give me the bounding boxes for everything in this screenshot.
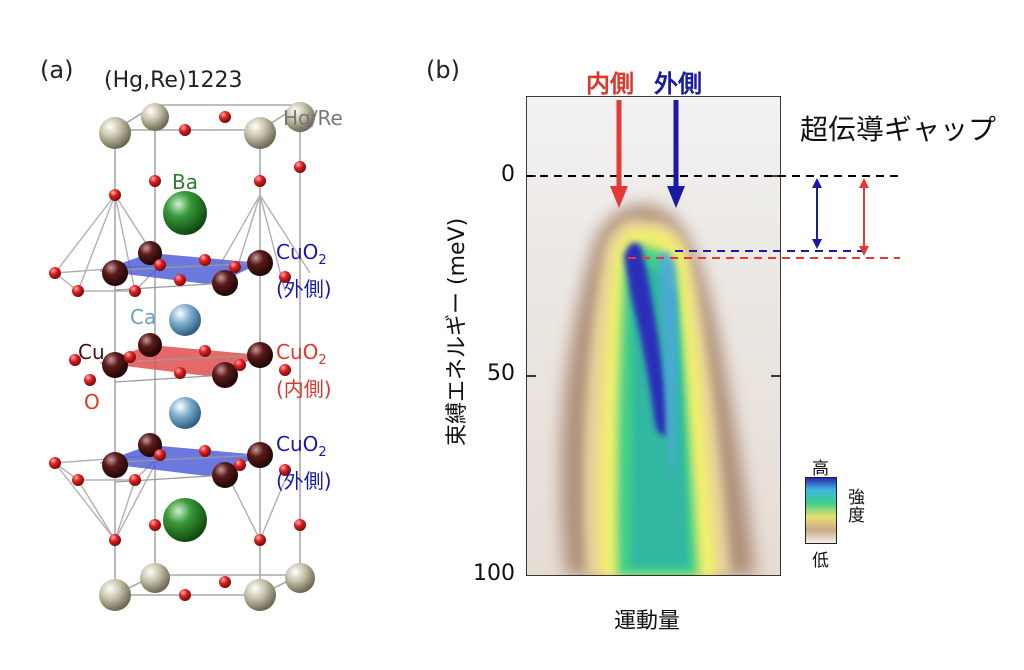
ytick-label-50: 50 bbox=[487, 361, 515, 386]
outer-gap-double-arrow bbox=[812, 178, 822, 249]
layer-subscript: 2 bbox=[318, 353, 327, 368]
cu-label: Cu bbox=[78, 340, 105, 364]
ba-atom-bottom bbox=[163, 498, 207, 542]
y-axis-label: 束縛エネルギー (meV) bbox=[445, 217, 470, 446]
ba-atom-top bbox=[163, 191, 207, 235]
ca-atom-lower bbox=[169, 397, 201, 429]
legend-high-label: 高 bbox=[812, 459, 829, 479]
ytick-label-100: 100 bbox=[473, 561, 515, 586]
layer-position: (内側) bbox=[276, 377, 332, 401]
legend-axis-label: 強度 bbox=[844, 488, 864, 524]
outer-band-core bbox=[658, 251, 677, 476]
inner-gap-double-arrow bbox=[859, 178, 869, 256]
ca-label: Ca bbox=[130, 305, 157, 329]
o-atoms bbox=[49, 111, 306, 601]
layer-formula: CuO bbox=[276, 432, 319, 456]
gap-title: 超伝導ギャップ bbox=[800, 113, 997, 146]
structure-title: (Hg,Re)1223 bbox=[104, 68, 243, 93]
panel-b-label: (b) bbox=[426, 56, 460, 84]
inner-band-core bbox=[624, 242, 667, 436]
arrow-label-inner: 内側 bbox=[586, 70, 634, 98]
layer-label-outer-bottom: CuO2 (外側) bbox=[276, 430, 332, 495]
hg-re-label: Hg/Re bbox=[283, 106, 343, 130]
arpes-heatmap bbox=[526, 96, 781, 576]
layer-position: (外側) bbox=[276, 277, 332, 301]
layer-position: (外側) bbox=[276, 469, 332, 493]
layer-label-inner: CuO2 (内側) bbox=[276, 338, 332, 403]
layer-formula: CuO bbox=[276, 340, 319, 364]
x-axis-label: 運動量 bbox=[614, 609, 681, 634]
crystal-structure-diagram bbox=[49, 102, 315, 611]
panel-a-label: (a) bbox=[40, 56, 74, 84]
layer-label-outer-top: CuO2 (外側) bbox=[276, 238, 332, 303]
o-label: O bbox=[84, 390, 100, 414]
intensity-layers bbox=[560, 204, 756, 576]
pyramid-lines-bottom bbox=[54, 454, 286, 541]
color-scale-bar bbox=[805, 477, 837, 544]
legend-low-label: 低 bbox=[812, 551, 829, 571]
ba-label: Ba bbox=[172, 170, 198, 194]
layer-formula: CuO bbox=[276, 240, 319, 264]
hg-re-atoms bbox=[99, 102, 315, 611]
layer-subscript: 2 bbox=[318, 253, 327, 268]
ytick-label-0: 0 bbox=[501, 162, 515, 187]
arrow-label-outer: 外側 bbox=[654, 70, 702, 98]
ca-atom-upper bbox=[169, 304, 201, 336]
layer-subscript: 2 bbox=[318, 445, 327, 460]
